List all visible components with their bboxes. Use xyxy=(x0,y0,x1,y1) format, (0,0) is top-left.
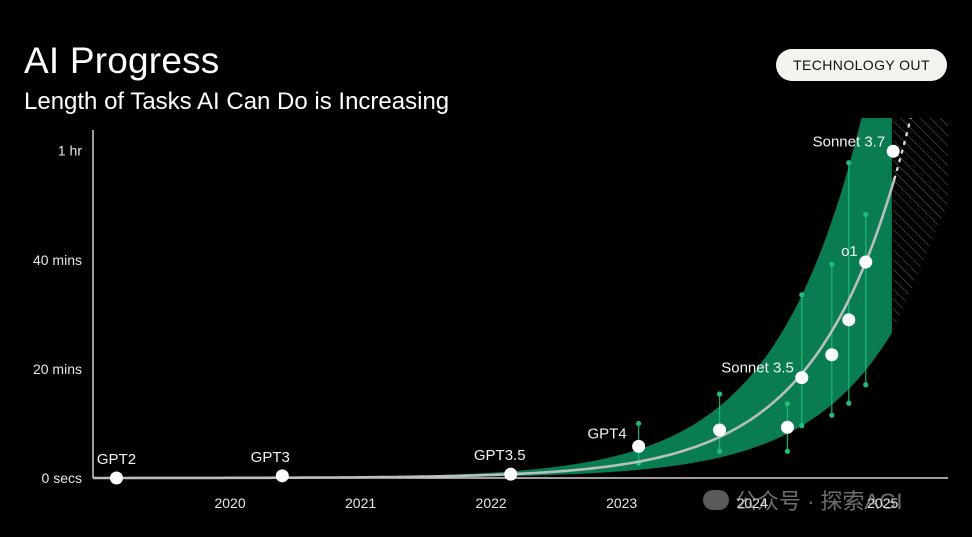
data-point[interactable] xyxy=(842,313,856,327)
data-point[interactable] xyxy=(795,371,809,385)
error-bar-cap xyxy=(636,420,642,427)
chart-title: AI Progress xyxy=(24,40,220,81)
trend-line xyxy=(93,178,896,480)
x-tick-label: 2020 xyxy=(214,495,245,511)
error-bar-cap xyxy=(863,211,869,218)
data-point[interactable] xyxy=(825,348,839,362)
data-point[interactable] xyxy=(275,469,289,483)
watermark-text: 公众号 · 探索AGI xyxy=(735,489,903,514)
error-bar-cap xyxy=(863,382,869,388)
point-label: Sonnet 3.7 xyxy=(813,133,886,150)
chart-subtitle: Length of Tasks AI Can Do is Increasing xyxy=(24,88,450,115)
data-point[interactable] xyxy=(886,144,900,158)
trend-projection xyxy=(893,118,912,180)
data-point[interactable] xyxy=(859,255,873,269)
x-tick-label: 2024 xyxy=(737,495,768,511)
point-label: GPT3.5 xyxy=(474,447,526,464)
data-point[interactable] xyxy=(780,420,794,434)
point-label: GPT3 xyxy=(251,449,290,466)
error-bar-cap xyxy=(846,400,852,406)
x-tick-label: 2022 xyxy=(476,495,507,511)
projection-hatch xyxy=(893,118,948,331)
error-bar-cap xyxy=(846,160,852,166)
point-label: GPT2 xyxy=(97,451,136,468)
error-bar-cap xyxy=(716,391,723,397)
data-point[interactable] xyxy=(504,467,518,481)
y-tick-label: 20 mins xyxy=(33,361,82,377)
x-tick-label: 2023 xyxy=(606,495,637,511)
error-bar-cap xyxy=(829,261,835,267)
data-point[interactable] xyxy=(632,439,646,453)
x-tick-label: 2021 xyxy=(345,495,376,511)
error-bar-cap xyxy=(784,401,791,407)
data-point[interactable] xyxy=(713,423,727,437)
confidence-band xyxy=(354,118,892,478)
y-tick-label: 1 hr xyxy=(58,143,82,159)
wechat-icon xyxy=(703,490,729,510)
y-tick-label: 0 secs xyxy=(42,470,82,486)
y-tick-label: 40 mins xyxy=(33,252,82,268)
point-label: o1 xyxy=(841,243,858,260)
point-label: GPT4 xyxy=(587,425,626,442)
error-bar-cap xyxy=(829,412,835,418)
technology-out-badge: TECHNOLOGY OUT xyxy=(776,49,947,81)
error-bar-cap xyxy=(716,448,723,454)
watermark: 公众号 · 探索AGI xyxy=(703,484,902,516)
error-bar-cap xyxy=(799,423,805,429)
x-tick-label: 2025 xyxy=(867,495,898,511)
data-point[interactable] xyxy=(109,471,123,485)
error-bar-cap xyxy=(799,292,805,298)
error-bar-cap xyxy=(784,448,791,454)
point-label: Sonnet 3.5 xyxy=(721,360,794,377)
